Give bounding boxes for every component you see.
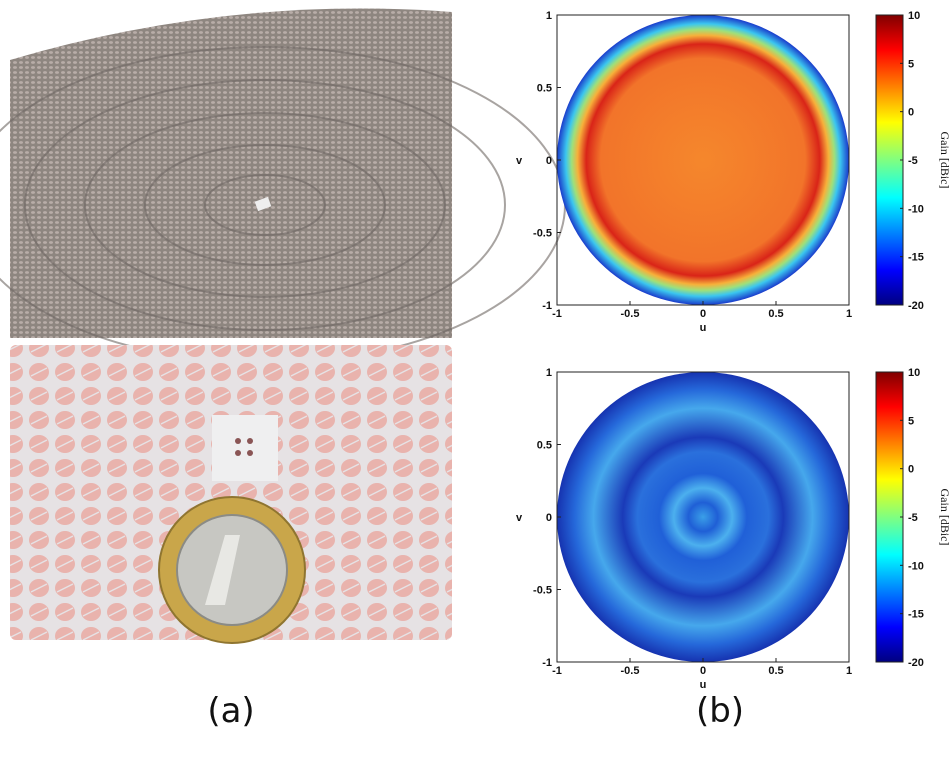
- y-tick-label: 0.5: [537, 440, 552, 452]
- caption: (b): [696, 691, 744, 731]
- y-tick-label: 1: [546, 367, 552, 379]
- x-tick-label: 1: [846, 665, 852, 677]
- colorbar: [876, 372, 903, 662]
- y-axis-label: v: [516, 512, 523, 524]
- colorbar-tick-label: 5: [908, 415, 914, 427]
- y-tick-label: 0: [546, 155, 552, 167]
- colorbar-tick-label: 0: [908, 464, 914, 476]
- x-tick-label: 0.5: [768, 665, 783, 677]
- y-tick-label: 1: [546, 10, 552, 22]
- colorbar-tick-label: -5: [908, 155, 918, 167]
- y-tick-label: -0.5: [533, 228, 552, 240]
- photo-array: [0, 8, 565, 363]
- gain-map: [557, 15, 849, 305]
- caption: (a): [207, 691, 254, 731]
- colorbar-label: Gain [dBic]: [938, 132, 952, 189]
- colorbar-tick-label: -5: [908, 512, 918, 524]
- x-tick-label: -0.5: [621, 308, 640, 320]
- colorbar-tick-label: -15: [908, 252, 924, 264]
- colorbar-tick-label: 0: [908, 107, 914, 119]
- colorbar-tick-label: -10: [908, 203, 924, 215]
- x-tick-label: 0.5: [768, 308, 783, 320]
- colorbar-tick-label: 10: [908, 10, 920, 22]
- y-tick-label: 0: [546, 512, 552, 524]
- colorbar-tick-label: -20: [908, 300, 924, 312]
- colorbar-tick-label: 10: [908, 367, 920, 379]
- photo-closeup: [10, 345, 452, 643]
- colorbar: [876, 15, 903, 305]
- x-tick-label: -1: [552, 665, 562, 677]
- x-tick-label: 0: [700, 665, 706, 677]
- y-tick-label: -0.5: [533, 585, 552, 597]
- y-tick-label: -1: [542, 657, 552, 669]
- colorbar-tick-label: 5: [908, 58, 914, 70]
- y-tick-label: -1: [542, 300, 552, 312]
- x-tick-label: 0: [700, 308, 706, 320]
- gain-map: [557, 372, 849, 662]
- x-tick-label: -1: [552, 308, 562, 320]
- x-tick-label: -0.5: [621, 665, 640, 677]
- colorbar-tick-label: -10: [908, 560, 924, 572]
- colorbar-label: Gain [dBic]: [938, 489, 952, 546]
- x-axis-label: u: [700, 322, 707, 334]
- x-tick-label: 1: [846, 308, 852, 320]
- y-tick-label: 0.5: [537, 83, 552, 95]
- y-axis-label: v: [516, 155, 523, 167]
- figure: (a) (b) -1-0.500.51-1-0.500.51uv1050-5-1…: [0, 0, 952, 762]
- x-axis-label: u: [700, 679, 707, 691]
- colorbar-tick-label: -15: [908, 609, 924, 621]
- colorbar-tick-label: -20: [908, 657, 924, 669]
